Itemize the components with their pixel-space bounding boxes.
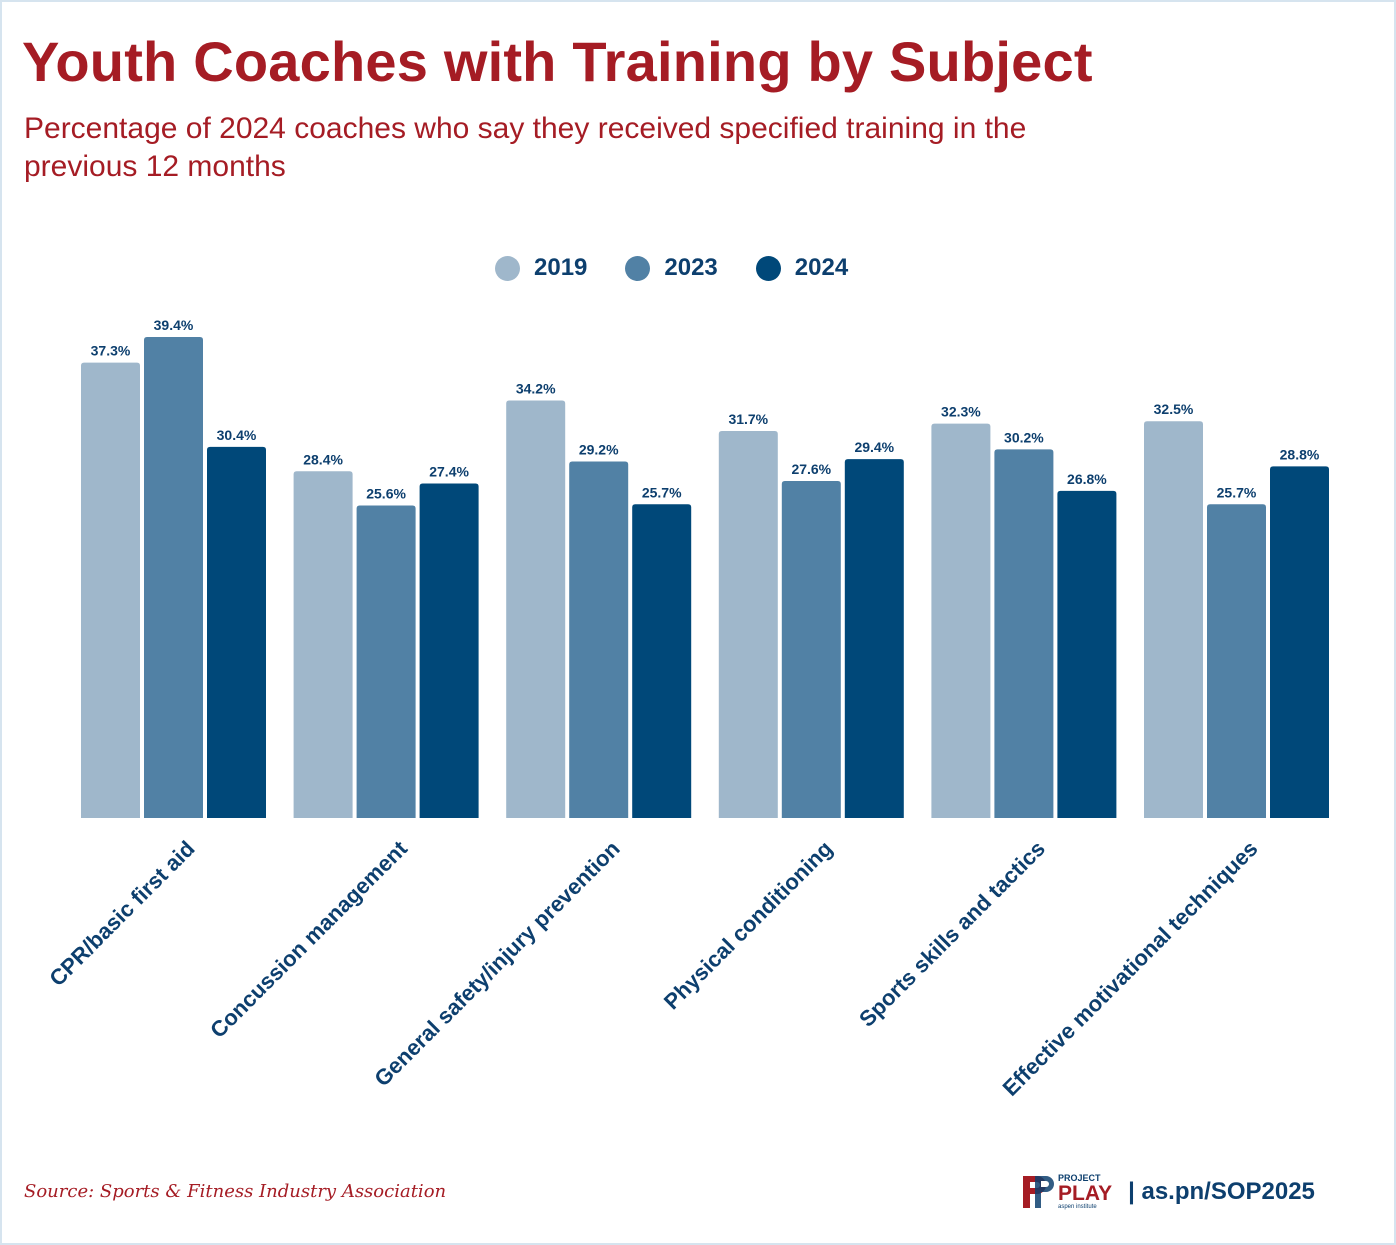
legend-label-2024: 2024 bbox=[794, 254, 849, 281]
bar-2024-4 bbox=[1057, 490, 1117, 818]
data-label-2023-2: 29.2% bbox=[579, 442, 619, 458]
bar-2019-2 bbox=[506, 400, 566, 818]
category-label-5: Effective motivational techniques bbox=[998, 836, 1263, 1101]
bar-2023-5 bbox=[1207, 504, 1266, 818]
legend-item-2019: 2019 bbox=[495, 254, 587, 282]
logo-aspen-text: aspen institute bbox=[1058, 1204, 1097, 1210]
bar-2023-3 bbox=[781, 481, 841, 818]
data-label-2023-3: 27.6% bbox=[791, 461, 831, 477]
data-label-2023-5: 25.7% bbox=[1217, 484, 1257, 500]
legend: 2019 2023 2024 bbox=[495, 254, 848, 282]
category-label-3: Physical conditioning bbox=[659, 836, 837, 1014]
brand-url-link[interactable]: | as.pn/SOP2025 bbox=[1128, 1178, 1315, 1205]
logo-text: PROJECT PLAY aspen institute bbox=[1058, 1173, 1113, 1211]
project-play-logo-icon bbox=[1023, 1176, 1054, 1208]
bar-2023-1 bbox=[356, 505, 416, 818]
data-label-2019-4: 32.3% bbox=[941, 404, 981, 420]
category-label-2: General safety/injury prevention bbox=[369, 836, 624, 1091]
bar-2019-0 bbox=[81, 362, 140, 818]
legend-item-2023: 2023 bbox=[625, 254, 718, 282]
data-label-2019-1: 28.4% bbox=[303, 451, 343, 467]
data-label-2024-0: 30.4% bbox=[217, 427, 257, 443]
data-label-2019-0: 37.3% bbox=[91, 343, 131, 359]
bar-2024-5 bbox=[1270, 466, 1329, 818]
logo-project-text: PROJECT bbox=[1058, 1173, 1101, 1183]
data-label-2019-2: 34.2% bbox=[516, 380, 556, 396]
data-label-2024-2: 25.7% bbox=[642, 484, 682, 500]
data-label-2024-1: 27.4% bbox=[429, 463, 469, 479]
chart-subtitle: Percentage of 2024 coaches who say they … bbox=[24, 112, 1027, 183]
legend-swatch-2019 bbox=[495, 255, 520, 281]
chart-title: Youth Coaches with Training by Subject bbox=[22, 30, 1093, 93]
legend-swatch-2024 bbox=[755, 255, 781, 281]
category-label-0: CPR/basic first aid bbox=[44, 836, 199, 991]
bar-2023-2 bbox=[569, 461, 629, 818]
legend-label-2023: 2023 bbox=[664, 254, 718, 281]
data-label-2024-5: 28.8% bbox=[1280, 446, 1320, 462]
data-label-2023-1: 25.6% bbox=[366, 485, 406, 501]
category-label-4: Sports skills and tactics bbox=[854, 836, 1050, 1032]
legend-swatch-2023 bbox=[625, 255, 651, 281]
bar-2024-3 bbox=[844, 459, 904, 818]
bar-2023-0 bbox=[144, 337, 203, 818]
brand-footer: PROJECT PLAY aspen institute | as.pn/SOP… bbox=[1020, 1172, 1315, 1212]
legend-label-2019: 2019 bbox=[534, 254, 588, 281]
data-label-2019-5: 32.5% bbox=[1154, 401, 1194, 417]
data-label-2024-3: 29.4% bbox=[854, 439, 894, 455]
bar-2024-0 bbox=[207, 446, 266, 818]
logo-play-text: PLAY bbox=[1058, 1182, 1113, 1205]
bar-2024-1 bbox=[419, 483, 479, 818]
bar-2019-5 bbox=[1144, 421, 1203, 818]
category-label-1: Concussion management bbox=[205, 835, 412, 1042]
data-label-2024-4: 26.8% bbox=[1067, 471, 1107, 487]
data-label-2019-3: 31.7% bbox=[728, 411, 768, 427]
bar-2019-1 bbox=[293, 471, 353, 818]
bar-2024-2 bbox=[632, 504, 692, 818]
data-label-2023-4: 30.2% bbox=[1004, 429, 1044, 445]
source-note: Source: Sports & Fitness Industry Associ… bbox=[24, 1181, 447, 1202]
bar-2019-3 bbox=[718, 431, 778, 818]
legend-item-2024: 2024 bbox=[755, 254, 849, 282]
bar-2023-4 bbox=[994, 449, 1054, 818]
data-label-2023-0: 39.4% bbox=[154, 317, 194, 333]
bar-2019-4 bbox=[931, 423, 991, 818]
